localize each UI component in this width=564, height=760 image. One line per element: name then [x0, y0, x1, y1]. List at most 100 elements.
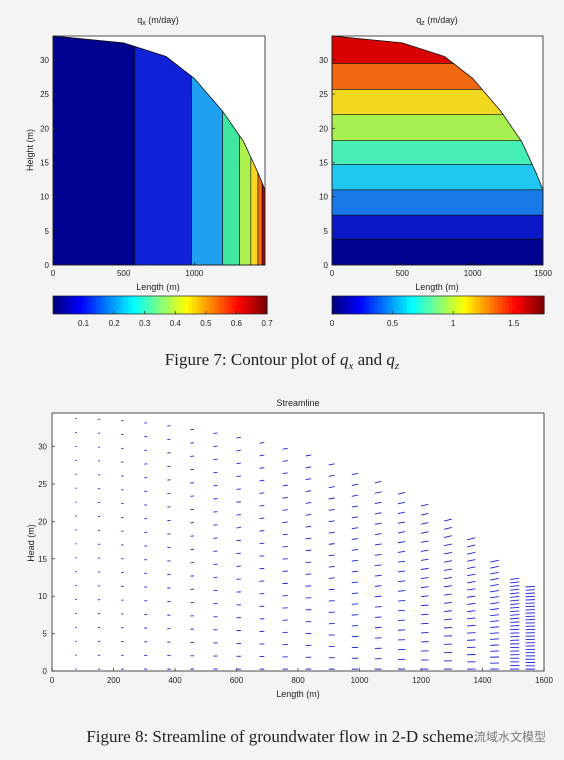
colorbar-cell	[441, 296, 446, 314]
colorbar-cell	[402, 296, 407, 314]
colorbar-cell	[501, 296, 506, 314]
colorbar-cell	[455, 296, 460, 314]
flow-vector	[467, 544, 476, 548]
flow-vector	[305, 525, 312, 528]
flow-vector	[510, 585, 520, 588]
flow-vector	[328, 497, 335, 500]
colorbar-cell	[381, 296, 386, 314]
colorbar-cell	[420, 296, 425, 314]
flow-vector	[305, 513, 312, 516]
colorbar-cell	[152, 296, 158, 314]
colorbar-cell	[522, 296, 527, 314]
flow-vector	[282, 496, 288, 499]
flow-vector	[236, 475, 241, 478]
flow-vector	[236, 449, 241, 452]
colorbar-cell	[536, 296, 542, 314]
x-tick-label: 200	[107, 676, 121, 685]
flow-vector	[351, 516, 359, 519]
flow-vector	[420, 558, 429, 561]
flow-vector	[351, 570, 359, 573]
qx-colorbar: 0.1 0.2 0.3 0.4 0.5 0.6 0.7	[52, 295, 273, 328]
colorbar-cell	[217, 296, 222, 314]
colorbar-tick-label: 0.6	[231, 319, 243, 328]
flow-vector	[351, 559, 359, 562]
colorbar-cell	[452, 296, 457, 314]
colorbar-cell	[494, 296, 499, 314]
colorbar-cell	[332, 296, 337, 314]
qz-xlabel: Length (m)	[415, 282, 459, 292]
flow-vector	[397, 501, 406, 505]
flow-vector	[490, 620, 499, 623]
colorbar-cell	[106, 296, 111, 314]
flow-vector	[467, 602, 476, 605]
colorbar-cell	[526, 296, 531, 314]
axes-frame	[51, 412, 545, 672]
flow-vector	[490, 571, 499, 575]
flow-vector	[351, 472, 359, 476]
colorbar-cell	[430, 296, 436, 314]
streamline-ylabel: Head (m)	[26, 524, 36, 562]
flow-vector	[374, 553, 382, 556]
colorbar-cell	[174, 296, 179, 314]
colorbar-frame	[52, 295, 268, 315]
colorbar-cell	[249, 296, 254, 314]
flow-vector	[282, 533, 288, 536]
streamline-plot-area: 0 200 400 600 800 1000 1200 1400 1600 0 5 10 15 20 25 3…	[38, 412, 553, 685]
colorbar-cell	[56, 296, 61, 314]
flow-vector	[305, 537, 312, 540]
flow-vector	[420, 622, 429, 625]
y-tick-label: 10	[40, 193, 49, 202]
flow-vector	[490, 590, 499, 593]
colorbar-cell	[533, 296, 538, 314]
colorbar-cell	[360, 296, 365, 314]
axes-frame	[52, 35, 266, 266]
flow-vector	[510, 581, 520, 584]
band-group	[332, 36, 543, 265]
colorbar-cell	[349, 296, 354, 314]
flow-vector	[510, 595, 520, 598]
flow-vector	[467, 566, 476, 569]
y-tick-label: 25	[38, 480, 47, 489]
colorbar-cell	[399, 296, 404, 314]
flow-vector	[305, 490, 312, 492]
colorbar-cell	[135, 296, 140, 314]
colorbar-cell	[252, 296, 257, 314]
flow-vector	[351, 505, 359, 508]
flow-vector	[374, 522, 382, 525]
colorbar-cell	[519, 296, 524, 314]
flow-vector	[467, 624, 476, 627]
flow-vector	[443, 543, 452, 547]
flow-vector	[510, 610, 520, 613]
flow-vector	[305, 454, 312, 457]
colorbar-cell	[67, 296, 72, 314]
watermark-logo: 流域水文模型	[473, 730, 546, 744]
flow-vector	[467, 595, 476, 598]
figure7-caption: Figure 7: Contour plot of qx and qz	[164, 350, 400, 373]
colorbar-cell	[473, 296, 478, 314]
flow-vector	[374, 574, 382, 577]
colorbar-cell	[263, 296, 268, 314]
flow-vector	[351, 538, 359, 540]
flow-vector	[467, 588, 476, 591]
figure8-caption: Figure 8: Streamline of groundwater flow…	[86, 727, 478, 746]
colorbar-cell	[124, 296, 129, 314]
flow-vector	[397, 590, 406, 592]
colorbar-cell	[529, 296, 534, 314]
flow-vector	[259, 454, 265, 457]
flow-vector	[397, 570, 406, 573]
flow-vector	[328, 508, 335, 511]
flow-vector	[374, 480, 382, 484]
axes-frame	[331, 35, 544, 266]
colorbar-cell	[227, 296, 232, 314]
contour-band	[332, 189, 543, 216]
contour-band	[332, 164, 543, 191]
y-tick-label: 0	[324, 261, 329, 270]
flow-vector	[259, 504, 265, 507]
flow-vector	[443, 576, 453, 580]
flow-vector	[328, 463, 335, 466]
flow-vector	[510, 592, 520, 595]
flow-vector	[236, 488, 241, 490]
flow-vector	[444, 593, 453, 596]
colorbar-cell	[170, 296, 175, 314]
flow-vector	[305, 561, 312, 564]
